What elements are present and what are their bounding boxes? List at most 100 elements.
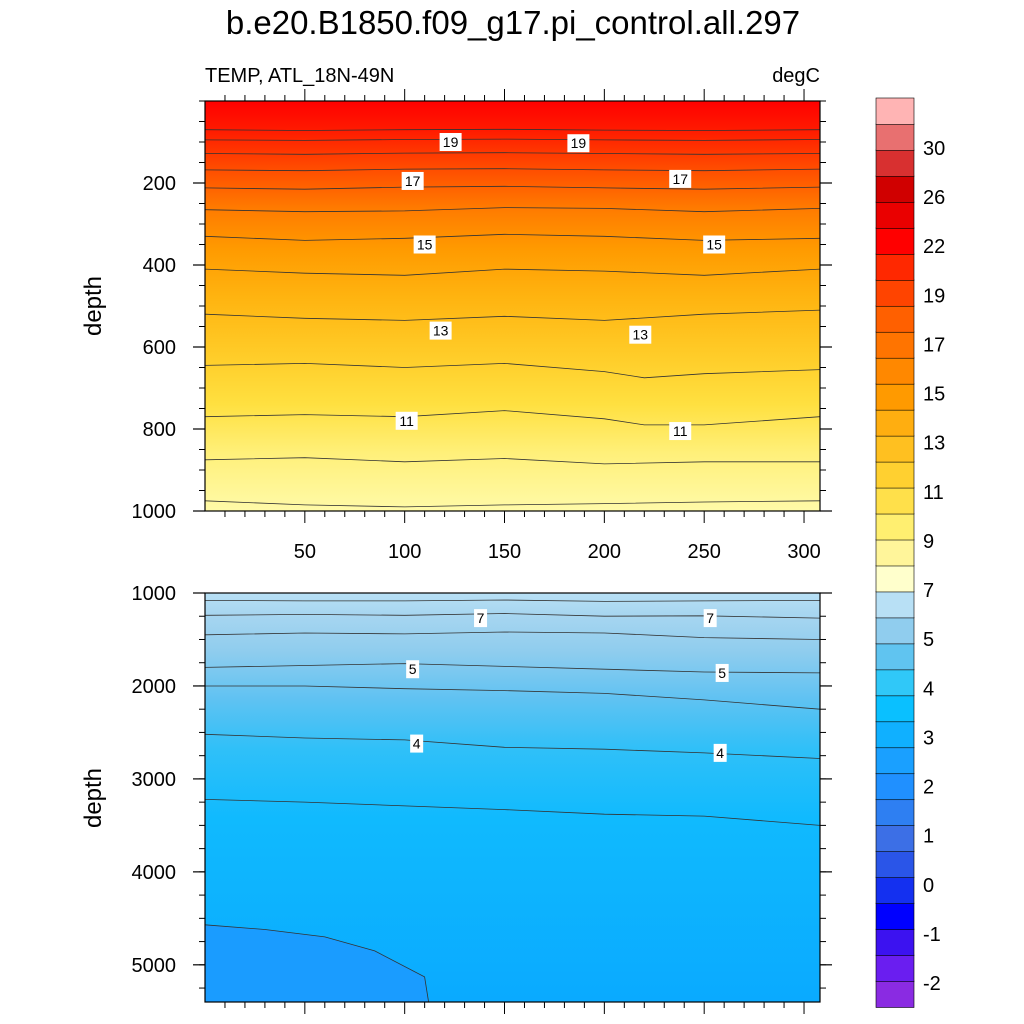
colorbar-tick-label: 15 — [923, 384, 945, 406]
svg-text:15: 15 — [706, 237, 722, 253]
colorbar-tick-label: 4 — [923, 678, 934, 700]
colorbar-box — [875, 331, 915, 359]
y-tick-label: 5000 — [132, 955, 177, 977]
lower-y-axis-label: depth — [80, 768, 107, 828]
colorbar-tick-label: 30 — [923, 138, 945, 160]
contour-line — [204, 599, 821, 602]
colorbar-box — [875, 487, 915, 515]
colorbar-box — [875, 383, 915, 411]
panel-fill — [205, 593, 820, 1002]
y-tick-label: 1000 — [132, 583, 177, 605]
colorbar-box — [875, 97, 915, 125]
colorbar-box — [875, 201, 915, 229]
units-label: degC — [772, 65, 820, 87]
colorbar-tick-label: 7 — [923, 580, 934, 602]
upper-axes: 200 400 600 800 1000 50 100 150 200 250 300 — [132, 89, 832, 563]
contour-label: 11 — [395, 411, 418, 430]
contour-label: 11 — [669, 422, 692, 441]
svg-text:5: 5 — [409, 661, 417, 677]
contour-label: 13 — [429, 321, 452, 340]
deep-water-region — [205, 924, 429, 1002]
contour-label: 5 — [406, 660, 420, 679]
colorbar-box — [875, 539, 915, 567]
contour-line — [204, 309, 821, 321]
upper-panel: 19 19 17 17 15 15 13 13 11 11 200 400 600 800 1000 50 1… — [132, 89, 832, 563]
y-tick-label: 2000 — [132, 676, 177, 698]
colorbar-box — [875, 746, 915, 775]
colorbar-tick-label: -1 — [923, 924, 941, 946]
x-tick-label: 200 — [588, 541, 621, 563]
svg-text:11: 11 — [673, 423, 688, 439]
colorbar-box — [875, 409, 915, 437]
svg-text:13: 13 — [433, 323, 449, 339]
panel-frame — [204, 592, 821, 1003]
contour-line — [204, 168, 821, 172]
contour-label: 5 — [715, 663, 729, 682]
upper-plot-area: 19 19 17 17 15 15 13 13 11 11 — [204, 101, 821, 511]
colorbar-box — [875, 902, 915, 930]
x-tick-label: 300 — [787, 541, 820, 563]
svg-text:19: 19 — [571, 135, 587, 151]
svg-text:13: 13 — [633, 327, 649, 343]
colorbar-tick-label: 5 — [923, 629, 934, 651]
colorbar-box — [875, 850, 915, 878]
contour-label: 19 — [439, 133, 462, 151]
colorbar-box — [875, 643, 915, 671]
colorbar-tick-label: 19 — [923, 285, 945, 307]
contour-label: 19 — [567, 134, 590, 153]
colorbar-box — [875, 435, 915, 463]
colorbar-tick-label: 2 — [923, 777, 934, 799]
colorbar-box — [875, 253, 915, 281]
colorbar-box — [875, 123, 915, 151]
contour-line — [204, 799, 821, 826]
colorbar-box — [875, 954, 915, 982]
contour-label: 4 — [713, 743, 727, 762]
colorbar-box — [875, 824, 915, 852]
contour-line — [204, 924, 429, 1003]
colorbar-box — [875, 721, 915, 749]
colorbar-box — [875, 591, 915, 619]
x-tick-label: 250 — [688, 541, 721, 563]
contour-label: 15 — [413, 235, 436, 254]
colorbar-tick-label: 9 — [923, 531, 934, 553]
colorbar-box — [875, 305, 915, 333]
colorbar-box — [875, 279, 915, 307]
variable-label: TEMP, ATL_18N-49N — [205, 65, 394, 87]
contour-line — [204, 362, 821, 379]
y-tick-label: 400 — [143, 255, 176, 277]
contour-label: 17 — [669, 169, 692, 188]
x-tick-label: 50 — [294, 541, 316, 563]
chart-title: b.e20.B1850.f09_g17.pi_control.all.297 — [226, 4, 800, 41]
contour-line — [205, 685, 821, 710]
contour-line — [204, 138, 821, 141]
contour-label: 7 — [474, 609, 488, 628]
svg-text:17: 17 — [405, 173, 421, 189]
colorbar-box — [875, 928, 915, 956]
y-tick-label: 1000 — [132, 501, 177, 523]
colorbar-box — [875, 227, 915, 255]
colorbar-tick-label: 11 — [923, 482, 944, 504]
contour-line — [204, 128, 821, 131]
colorbar-box — [875, 980, 915, 1008]
y-tick-label: 600 — [143, 337, 176, 359]
colorbar-box — [875, 565, 915, 593]
contour-line — [204, 410, 821, 426]
panel-fill — [205, 101, 820, 511]
colorbar-box — [875, 149, 915, 177]
colorbar-tick-label: 22 — [923, 236, 945, 258]
contour-label: 17 — [401, 171, 424, 190]
contour-line — [204, 457, 820, 465]
colorbar-tick-label: 13 — [923, 433, 945, 455]
colorbar-tick-label: 3 — [923, 727, 934, 749]
contour-label: 4 — [410, 734, 424, 753]
contour-line — [204, 185, 821, 190]
svg-text:17: 17 — [672, 171, 688, 187]
y-tick-label: 200 — [143, 173, 176, 195]
y-tick-label: 4000 — [132, 862, 177, 884]
colorbar-box — [875, 798, 915, 827]
lower-axes: 1000 2000 3000 4000 5000 — [132, 583, 832, 1014]
lower-plot-area: 7 7 5 5 4 4 — [204, 593, 821, 1003]
y-tick-label: 800 — [143, 419, 176, 441]
colorbar-box — [875, 772, 915, 801]
